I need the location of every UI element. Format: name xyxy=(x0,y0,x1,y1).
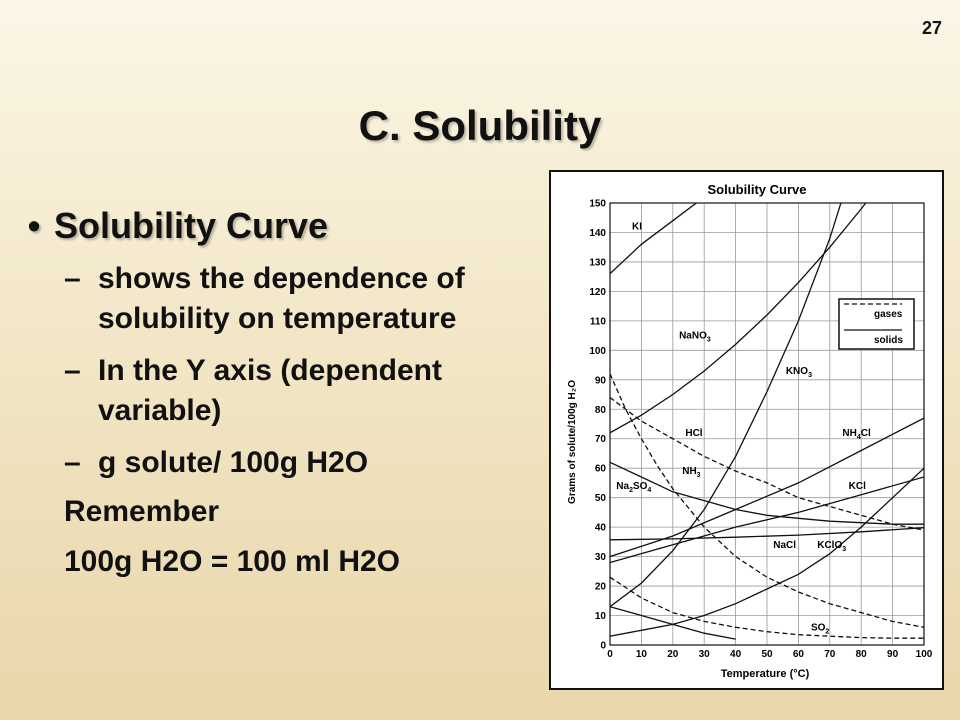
legend-solids-label: solids xyxy=(874,335,903,346)
x-tick-label: 0 xyxy=(607,649,613,660)
y-axis-label: Grams of solute/100g H₂O xyxy=(567,380,578,504)
legend: gases solids xyxy=(838,298,915,350)
series-line-hcl xyxy=(610,396,924,531)
tick-labels: 0 10 20 30 40 50 60 70 80 90 100 0 10 20 30 40 50 60 70 80 9… xyxy=(589,199,932,661)
y-tick-label: 10 xyxy=(595,611,607,622)
y-tick-label: 90 xyxy=(595,375,607,386)
series-label-kclo3: KClO3 xyxy=(817,540,846,553)
slide-content: • Solubility Curve – shows the dependenc… xyxy=(14,205,534,583)
series-line-kcl xyxy=(610,476,924,564)
y-tick-label: 120 xyxy=(589,287,606,298)
series-label-nh4cl: NH4Cl xyxy=(842,428,871,441)
series-label-ki: KI xyxy=(632,222,642,233)
grid xyxy=(609,202,925,646)
chart-title: Solubility Curve xyxy=(708,182,807,197)
slide-number: 27 xyxy=(921,18,942,38)
subpoint: – In the Y axis (dependent variable) xyxy=(64,351,534,431)
y-tick-label: 150 xyxy=(589,199,606,210)
series-label-nano3: NaNO3 xyxy=(679,331,711,344)
series-line-ce2so43 xyxy=(610,606,736,640)
x-tick-label: 30 xyxy=(699,649,711,660)
series-line-nacl xyxy=(610,527,924,541)
series-line-ki xyxy=(610,203,698,275)
bullet-dot-icon: • xyxy=(27,205,41,246)
subpoint-text: g solute/ 100g H2O xyxy=(98,446,369,479)
x-tick-label: 40 xyxy=(730,649,742,660)
y-tick-label: 100 xyxy=(589,346,606,357)
plot-border xyxy=(609,202,925,646)
x-tick-label: 80 xyxy=(856,649,868,660)
series-label-nh3: NH3 xyxy=(682,466,700,479)
subpoint-text: shows the dependence of solubility on te… xyxy=(98,262,465,335)
x-tick-label: 10 xyxy=(636,649,648,660)
y-tick-label: 70 xyxy=(595,434,607,445)
series-labels: KI NaNO3 KNO3 HCl NH3 NH4Cl KCl NaCl KClO3 Na2SO4… xyxy=(616,222,871,636)
series-label-kno3: KNO3 xyxy=(786,366,812,379)
x-tick-label: 50 xyxy=(761,649,773,660)
y-tick-label: 130 xyxy=(589,257,606,268)
legend-box xyxy=(838,298,915,350)
x-tick-label: 90 xyxy=(887,649,899,660)
subpoint: – g solute/ 100g H2O xyxy=(64,443,534,483)
x-axis-label: Temperature (°C) xyxy=(721,668,810,680)
y-tick-label: 0 xyxy=(600,641,606,652)
legend-gases-label: gases xyxy=(874,309,903,320)
x-tick-label: 20 xyxy=(667,649,679,660)
y-tick-label: 80 xyxy=(595,405,607,416)
x-tick-label: 100 xyxy=(916,649,933,660)
series-line-kclo3 xyxy=(610,467,924,637)
solubility-chart-svg: Solubility Curve Temperature (°C) Grams … xyxy=(567,182,933,680)
main-bullet-text: Solubility Curve xyxy=(54,205,329,246)
series-label-so2: SO2 xyxy=(811,622,829,635)
remember-text: Remember xyxy=(64,495,220,528)
equivalence-text: 100g H2O = 100 ml H2O xyxy=(64,545,401,578)
series-label-kcl: KCl xyxy=(849,481,866,492)
series-line-kno3 xyxy=(610,203,842,608)
subpoint-text: In the Y axis (dependent variable) xyxy=(98,354,442,427)
y-tick-label: 20 xyxy=(595,582,607,593)
series-line-nh3 xyxy=(610,373,924,628)
x-tick-label: 60 xyxy=(793,649,805,660)
series-label-na2so4: Na2SO4 xyxy=(616,481,651,494)
y-tick-label: 50 xyxy=(595,493,607,504)
y-tick-label: 30 xyxy=(595,552,607,563)
y-tick-label: 60 xyxy=(595,464,607,475)
y-tick-label: 110 xyxy=(590,316,607,327)
series-label-hcl: HCl xyxy=(685,428,702,439)
series-line-na2so4 xyxy=(610,461,924,525)
y-tick-label: 140 xyxy=(589,228,606,239)
solubility-chart: Solubility Curve Temperature (°C) Grams … xyxy=(549,170,944,690)
series-line-so2 xyxy=(610,576,924,639)
y-tick-label: 40 xyxy=(595,523,607,534)
subpoint: – shows the dependence of solubility on … xyxy=(64,259,534,339)
x-tick-label: 70 xyxy=(824,649,836,660)
slide-title: C. Solubility xyxy=(358,102,602,149)
series-label-nacl: NaCl xyxy=(773,540,796,551)
series-line-nano3 xyxy=(610,203,867,434)
main-bullet: • Solubility Curve xyxy=(14,205,534,247)
dash-icon: – xyxy=(64,446,81,479)
dash-icon: – xyxy=(64,262,81,295)
series-lines xyxy=(610,203,924,640)
dash-icon: – xyxy=(64,354,81,387)
